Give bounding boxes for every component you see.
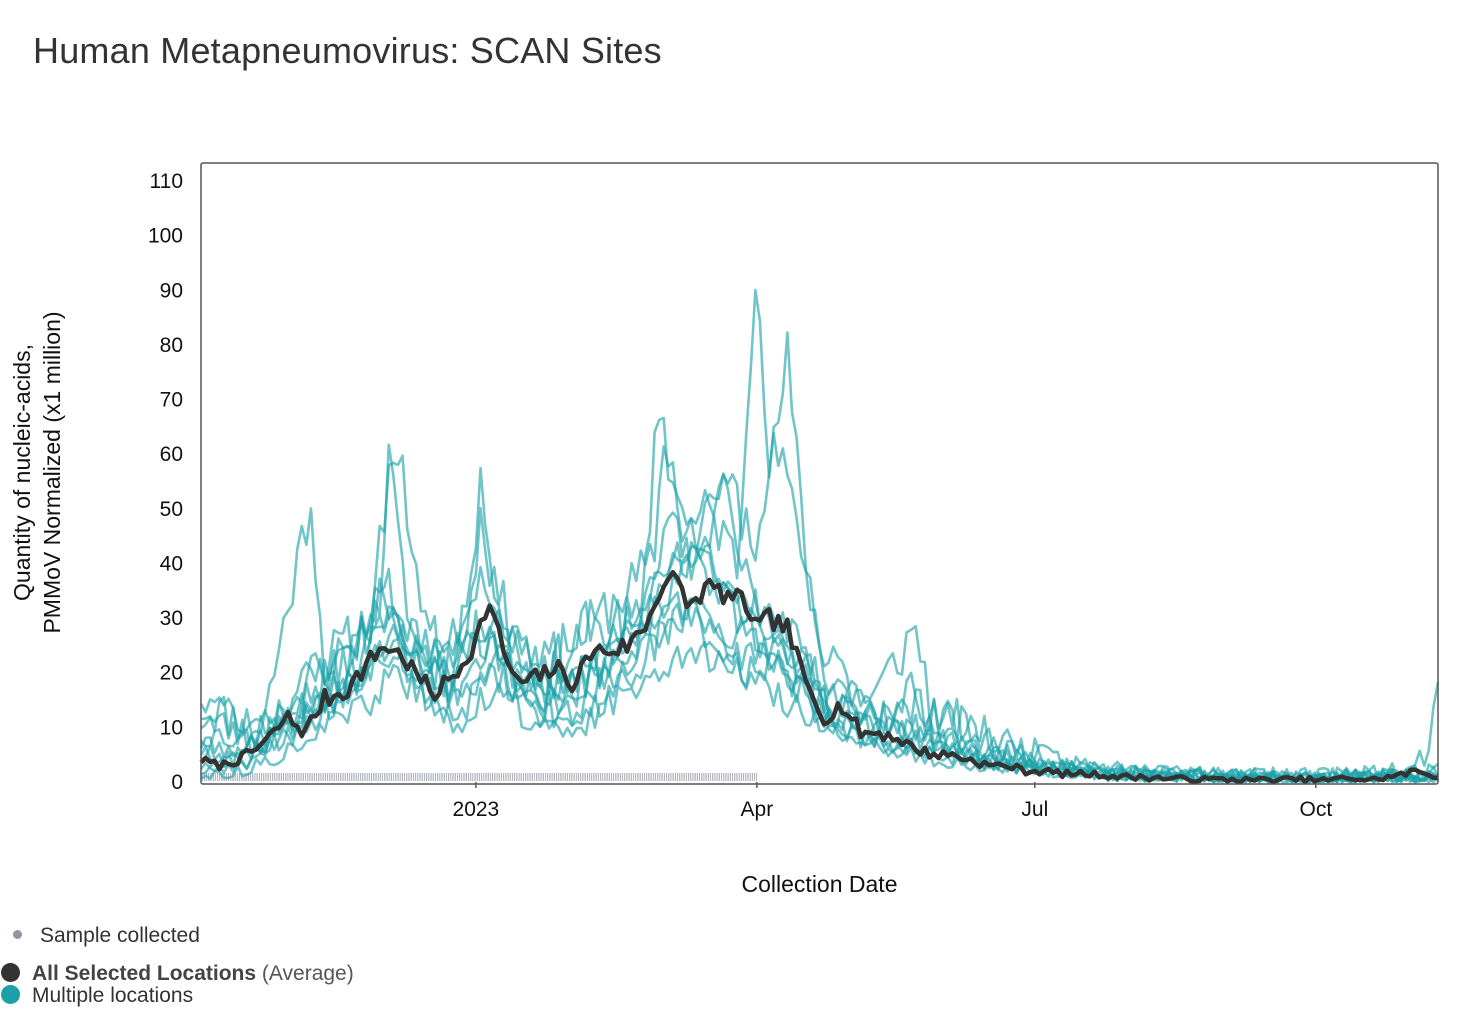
legend-locations-label: Multiple locations [32, 984, 194, 1007]
y-axis-ticks: 0 10 20 30 40 50 60 70 80 90 100 110 [148, 170, 183, 794]
locations-dot-icon [1, 985, 20, 1004]
location-series-line[interactable] [200, 640, 1439, 784]
x-tick-label: Apr [741, 798, 774, 821]
y-tick-label: 100 [148, 225, 183, 248]
y-tick-label: 80 [160, 334, 183, 357]
y-tick-label: 70 [160, 389, 183, 412]
location-series-line[interactable] [199, 547, 1440, 784]
sample-dot-icon [13, 930, 22, 939]
y-axis-title-line-1: Quantity of nucleic-acids, [9, 344, 35, 601]
y-axis-title-line-2: PMMoV Normalized (x1 million) [39, 311, 65, 633]
x-axis-ticks: 2023 Apr Jul Oct [453, 782, 1332, 821]
sample-markers [200, 773, 757, 781]
legend-average-text: All Selected Locations (Average) [32, 962, 354, 986]
plot-frame [200, 162, 1439, 785]
x-axis-title: Collection Date [742, 871, 898, 897]
legend-average-label: All Selected Locations [32, 962, 257, 985]
y-tick-label: 50 [160, 498, 183, 521]
y-tick-label: 90 [160, 279, 183, 302]
average-series-group[interactable] [199, 569, 1439, 785]
y-tick-label: 0 [171, 771, 183, 794]
legend-average-suffix: (Average) [261, 962, 354, 985]
y-tick-label: 40 [160, 552, 183, 575]
y-tick-label: 60 [160, 443, 183, 466]
x-tick-label: 2023 [453, 798, 500, 821]
x-tick-label: Jul [1021, 798, 1048, 821]
average-series-line[interactable] [199, 569, 1439, 785]
y-tick-label: 30 [160, 607, 183, 630]
y-tick-label: 20 [160, 662, 183, 685]
sample-tick-marks [200, 773, 757, 781]
location-series-line[interactable] [199, 591, 1440, 784]
location-series-line[interactable] [200, 543, 1439, 784]
average-dot-icon [1, 963, 20, 982]
x-tick-label: Oct [1299, 798, 1332, 821]
page-title: Human Metapneumovirus: SCAN Sites [33, 30, 662, 71]
y-tick-label: 10 [160, 716, 183, 739]
y-tick-label: 110 [150, 170, 183, 193]
legend-sample-label: Sample collected [40, 924, 200, 947]
